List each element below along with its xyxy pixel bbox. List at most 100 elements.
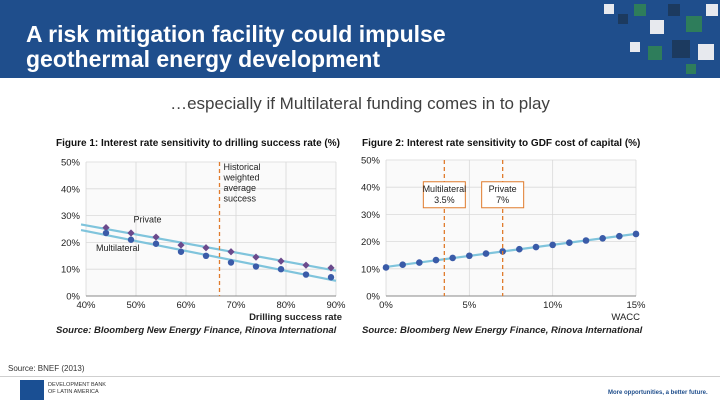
y-tick-label: 40% [361, 183, 381, 194]
data-point [399, 261, 406, 269]
x-tick-label: 60% [176, 300, 196, 311]
caf-logo-icon [20, 380, 44, 400]
multilateral-point [152, 240, 160, 247]
data-point [532, 243, 540, 251]
multilateral-point [252, 263, 260, 270]
footer-divider [0, 376, 720, 377]
x-tick-label: 90% [326, 300, 346, 311]
y-tick-label: 50% [61, 158, 81, 169]
y-tick-label: 30% [361, 210, 381, 221]
x-tick-label: 10% [543, 300, 563, 311]
x-axis-title: Drilling success rate [249, 312, 342, 323]
subtitle: …especially if Multilateral funding come… [170, 94, 550, 113]
chart-gdf-cost-of-capital: 0% 10% 20% 30% 40% 50% 0% 5% 10% 15% Multilateral3… [361, 156, 646, 324]
plot-area [386, 160, 636, 296]
private-label: Private [134, 214, 162, 224]
title-line-1: A risk mitigation facility could impulse [26, 21, 446, 47]
logo-line-1: DEVELOPMENT BANK [48, 382, 106, 388]
figure2-title: Figure 2: Interest rate sensitivity to G… [362, 138, 641, 149]
data-point [582, 237, 590, 244]
data-point [432, 256, 440, 264]
multilateral-point [202, 252, 210, 259]
data-point [382, 264, 390, 271]
wacc-marker-box [481, 181, 525, 209]
title-line-2: geothermal energy development [26, 46, 381, 72]
figure2-source: Source: Bloomberg New Energy Finance, Ri… [362, 325, 643, 336]
private-point [277, 257, 285, 265]
multilateral-point [277, 266, 285, 273]
wacc-marker-label: Multilateral [423, 184, 467, 194]
data-point [466, 252, 473, 260]
fit-line [385, 232, 637, 269]
footnote-source: Source: BNEF (2013) [8, 364, 85, 373]
private-point [227, 248, 235, 256]
logo-line-2: OF LATIN AMERICA [48, 388, 99, 395]
decor-square [604, 4, 614, 14]
x-tick-label: 15% [626, 300, 646, 311]
historical-success-label: weighted [223, 173, 260, 183]
private-point [327, 264, 335, 272]
y-tick-label: 10% [361, 264, 381, 275]
y-tick-label: 30% [61, 211, 81, 222]
multilateral-point [302, 271, 310, 278]
decor-square [650, 20, 664, 34]
data-point [566, 239, 573, 246]
private-point [152, 233, 160, 241]
page-title: A risk mitigation facility could impulse… [26, 22, 586, 72]
data-point [482, 250, 490, 257]
x-tick-label: 70% [226, 300, 246, 311]
decor-square [634, 4, 646, 16]
decor-square [672, 40, 690, 58]
wacc-marker-label: 3.5% [434, 195, 455, 205]
wacc-marker-box [422, 181, 466, 209]
multilateral-point [227, 259, 235, 266]
multilateral-label: Multilateral [96, 243, 140, 253]
decor-square [648, 46, 662, 60]
multilateral-point [127, 236, 135, 243]
y-tick-label: 0% [66, 292, 80, 303]
y-tick-label: 10% [61, 265, 81, 276]
figure1-source: Source: Bloomberg New Energy Finance, Ri… [56, 325, 337, 336]
decor-square [668, 4, 680, 16]
data-point [516, 245, 523, 253]
x-tick-label: 5% [462, 300, 476, 311]
x-tick-label: 50% [126, 300, 146, 311]
x-tick-label: 40% [76, 300, 96, 311]
chart-drilling-success: 0% 10% 20% 30% 40% 50% 40% 50% 60% 70% 80% 90% Priva… [61, 158, 346, 324]
historical-success-label: Historical [224, 162, 261, 172]
data-point [449, 254, 456, 262]
wacc-marker-label: 7% [496, 195, 509, 205]
x-tick-label: 0% [379, 300, 393, 311]
footer-tagline: More opportunities, a better future. [608, 390, 708, 396]
data-point [549, 241, 556, 249]
y-tick-label: 20% [361, 237, 381, 248]
decor-square [630, 42, 640, 52]
y-tick-label: 40% [61, 184, 81, 195]
x-tick-label: 80% [276, 300, 296, 311]
y-tick-label: 20% [61, 238, 81, 249]
y-tick-label: 0% [366, 292, 380, 303]
logo-text: DEVELOPMENT BANK OF LATIN AMERICA [48, 382, 106, 395]
historical-success-label: average [224, 183, 257, 193]
data-point [616, 232, 623, 240]
title-banner [0, 0, 720, 78]
decor-square [698, 44, 714, 60]
data-point [632, 230, 640, 238]
figure1-title: Figure 1: Interest rate sensitivity to d… [56, 138, 340, 149]
decor-square [686, 16, 702, 32]
data-point [416, 259, 423, 266]
private-point [127, 229, 135, 237]
private-point [302, 261, 310, 269]
wacc-marker-label: Private [489, 184, 517, 194]
multilateral-point [327, 274, 335, 281]
decor-square [618, 14, 628, 24]
decor-square [686, 64, 696, 74]
y-tick-label: 50% [361, 156, 381, 167]
multilateral-point [177, 248, 185, 255]
plot-area [86, 162, 336, 296]
x-axis-title: WACC [611, 312, 640, 323]
decor-square [706, 4, 718, 16]
multilateral-point [102, 229, 110, 237]
historical-success-label: success [224, 194, 257, 204]
private-point [202, 244, 210, 252]
